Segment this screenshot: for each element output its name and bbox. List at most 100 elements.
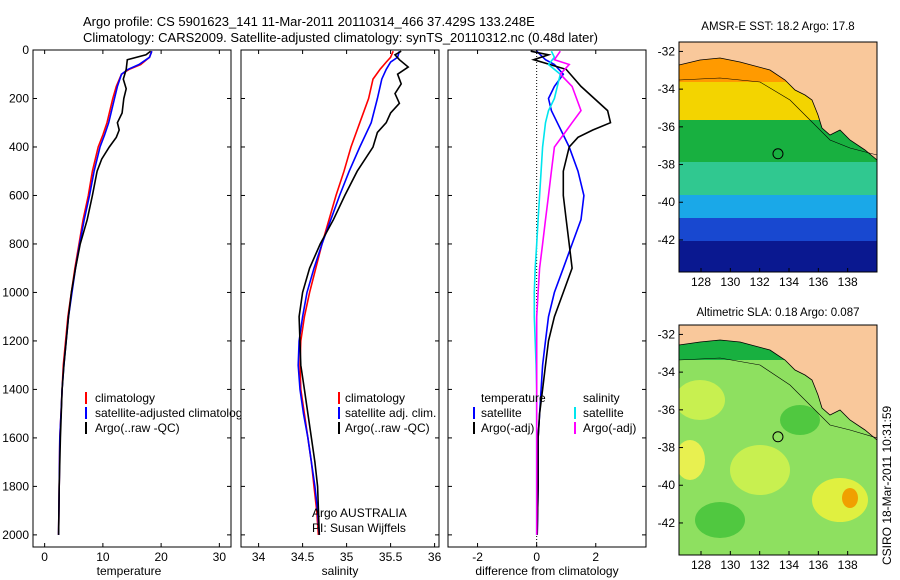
legend-label-sal-satellite: satellite bbox=[583, 406, 624, 420]
map-y-tick-label: -40 bbox=[658, 478, 676, 492]
sst-land bbox=[679, 42, 877, 160]
sst-band-navy bbox=[679, 241, 877, 272]
x-tick-label: 2 bbox=[592, 550, 599, 564]
sst-band-blue bbox=[679, 218, 877, 243]
map-x-tick-label: 132 bbox=[750, 558, 770, 572]
series-line bbox=[536, 50, 585, 535]
legend-label-argo: Argo(..raw -QC) bbox=[95, 421, 180, 435]
salinity-x-label: salinity bbox=[322, 564, 359, 578]
sst-band-cyan bbox=[679, 195, 877, 220]
temperature-x-label: temperature bbox=[97, 564, 162, 578]
sst-band-teal bbox=[679, 162, 877, 197]
legend-label-satellite: satellite adj. clim. bbox=[345, 406, 436, 420]
x-tick-label: 34 bbox=[252, 550, 266, 564]
legend-header-temperature: temperature bbox=[481, 391, 546, 405]
map-y-tick-label: -34 bbox=[658, 82, 676, 96]
series-line bbox=[535, 50, 582, 535]
temperature-axes-frame bbox=[32, 49, 232, 548]
annotation-pi: PI: Susan Wijffels bbox=[312, 521, 406, 535]
sst-map-frame bbox=[678, 41, 878, 273]
series-line bbox=[298, 50, 410, 535]
y-tick-label: 1000 bbox=[2, 285, 29, 299]
sst-coastline bbox=[679, 57, 877, 161]
x-tick-label: 0 bbox=[41, 550, 48, 564]
sla-blob bbox=[780, 405, 820, 435]
legend-label-argo: Argo(..raw -QC) bbox=[345, 421, 430, 435]
y-tick-label: 0 bbox=[22, 43, 29, 57]
y-tick-label: 2000 bbox=[2, 528, 29, 542]
salinity-series bbox=[297, 50, 410, 535]
salinity-x-ticks: 34 34.5 35 35.5 36 bbox=[252, 50, 442, 564]
sst-map-title: AMSR-E SST: 18.2 Argo: 17.8 bbox=[701, 21, 854, 33]
sla-map-panel: Altimetric SLA: 0.18 Argo: 0.087 128 130 1… bbox=[658, 307, 878, 572]
map-x-tick-label: 136 bbox=[808, 558, 828, 572]
x-tick-label: 36 bbox=[428, 550, 442, 564]
map-x-tick-label: 138 bbox=[838, 275, 858, 289]
sla-blob bbox=[679, 380, 725, 420]
salinity-axes-frame bbox=[240, 49, 440, 548]
sst-map-panel: AMSR-E SST: 18.2 Argo: 17.8 128 130 132 134… bbox=[658, 21, 878, 289]
map-y-tick-label: -36 bbox=[658, 403, 676, 417]
sla-shelf-contour bbox=[679, 357, 877, 439]
header-line-1: Argo profile: CS 5901623_141 11-Mar-2011… bbox=[83, 14, 535, 29]
map-y-tick-label: -42 bbox=[658, 233, 676, 247]
sst-heatmap bbox=[679, 42, 877, 272]
x-tick-label: 10 bbox=[96, 550, 110, 564]
x-tick-label: 35.5 bbox=[379, 550, 403, 564]
sst-y-ticks: -32 -34 -36 -38 -40 -42 bbox=[658, 44, 683, 247]
sla-map-frame bbox=[678, 324, 878, 556]
legend-header-salinity: salinity bbox=[583, 391, 620, 405]
map-x-tick-label: 130 bbox=[720, 275, 740, 289]
map-y-tick-label: -34 bbox=[658, 365, 676, 379]
difference-panel: -2 0 2 difference from climatology tempera… bbox=[447, 49, 647, 578]
sst-x-ticks: 128 130 132 134 136 138 bbox=[691, 268, 858, 289]
legend-label-temp-argo: Argo(-adj) bbox=[481, 421, 534, 435]
temperature-legend: climatology satellite-adjusted climatolo… bbox=[85, 391, 248, 435]
sla-blob bbox=[679, 440, 705, 480]
y-tick-label: 1600 bbox=[2, 431, 29, 445]
sst-shelf-contour bbox=[679, 77, 877, 156]
difference-x-label: difference from climatology bbox=[475, 564, 618, 578]
difference-axes-frame bbox=[447, 49, 647, 548]
y-tick-label: 200 bbox=[9, 91, 29, 105]
x-tick-label: 34.5 bbox=[291, 550, 315, 564]
sla-blob bbox=[842, 488, 858, 508]
map-x-tick-label: 138 bbox=[838, 558, 858, 572]
sla-x-ticks: 128 130 132 134 136 138 bbox=[691, 551, 858, 572]
x-tick-label: 0 bbox=[533, 550, 540, 564]
legend-label-sal-argo: Argo(-adj) bbox=[583, 421, 636, 435]
annotation-argo-australia: Argo AUSTRALIA bbox=[312, 506, 407, 520]
temperature-panel: 0 10 20 30 0 200 400 600 800 1000 1200 1400 1600 180… bbox=[2, 43, 248, 578]
salinity-diff-legend: salinity satellite Argo(-adj) bbox=[574, 391, 636, 435]
csiro-timestamp: CSIRO 18-Mar-2011 10:31:59 bbox=[880, 405, 894, 565]
map-y-tick-label: -38 bbox=[658, 441, 676, 455]
map-x-tick-label: 132 bbox=[750, 275, 770, 289]
temperature-diff-legend: temperature satellite Argo(-adj) bbox=[473, 391, 546, 435]
sla-blob bbox=[695, 502, 745, 538]
y-tick-label: 1800 bbox=[2, 479, 29, 493]
sla-blob bbox=[812, 478, 868, 522]
sla-heatmap bbox=[679, 325, 877, 555]
header-line-2: Climatology: CARS2009. Satellite-adjuste… bbox=[83, 30, 598, 45]
map-x-tick-label: 128 bbox=[691, 275, 711, 289]
series-line bbox=[297, 50, 401, 535]
x-tick-label: 30 bbox=[213, 550, 227, 564]
sla-y-ticks: -32 -34 -36 -38 -40 -42 bbox=[658, 327, 683, 530]
x-tick-label: 35 bbox=[340, 550, 354, 564]
salinity-legend: climatology satellite adj. clim. Argo(..… bbox=[338, 391, 436, 435]
x-tick-label: 20 bbox=[154, 550, 168, 564]
map-x-tick-label: 136 bbox=[808, 275, 828, 289]
map-y-tick-label: -36 bbox=[658, 120, 676, 134]
series-line bbox=[530, 50, 612, 535]
sla-land bbox=[679, 325, 877, 440]
sla-coastline bbox=[679, 339, 877, 441]
salinity-y-ticks bbox=[241, 49, 439, 536]
temperature-x-ticks: 0 10 20 30 bbox=[41, 50, 226, 564]
legend-label-climatology: climatology bbox=[95, 391, 155, 405]
y-tick-label: 800 bbox=[9, 237, 29, 251]
sla-blob bbox=[730, 445, 790, 495]
map-y-tick-label: -42 bbox=[658, 516, 676, 530]
legend-label-temp-satellite: satellite bbox=[481, 406, 522, 420]
map-y-tick-label: -32 bbox=[658, 44, 676, 58]
sla-map-title: Altimetric SLA: 0.18 Argo: 0.087 bbox=[696, 307, 859, 319]
